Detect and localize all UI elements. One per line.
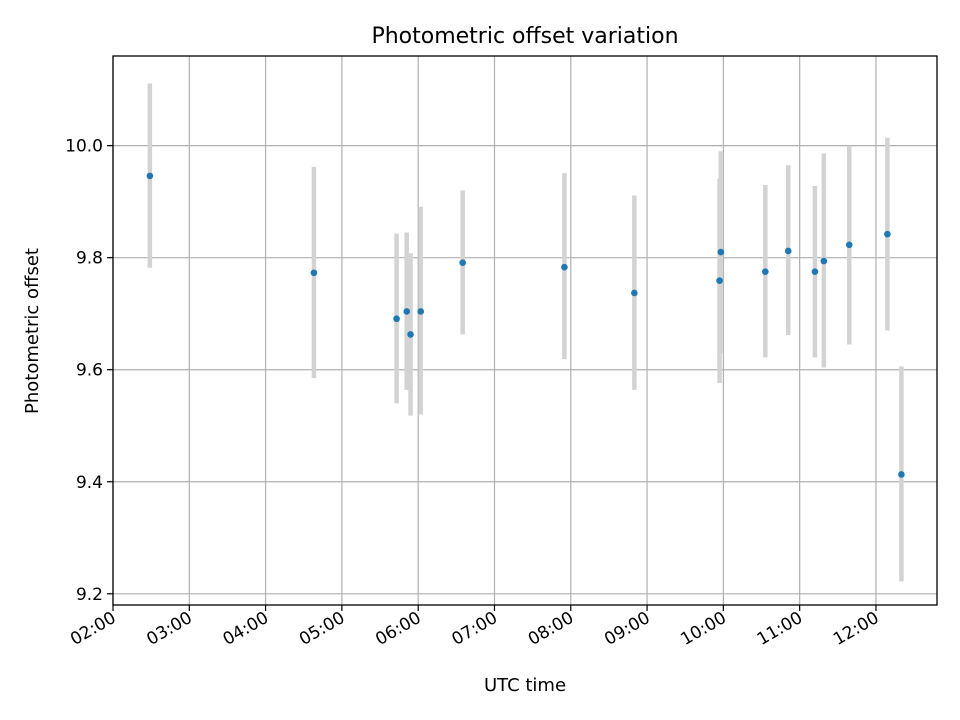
x-tick-label: 12:00	[830, 608, 882, 650]
x-tick-label: 03:00	[143, 608, 195, 650]
data-point	[417, 308, 425, 315]
data-point	[811, 268, 819, 275]
data-point	[561, 263, 568, 271]
chart-title: Photometric offset variation	[371, 24, 678, 49]
x-tick-label: 04:00	[220, 608, 272, 650]
data-point	[762, 268, 769, 275]
data-point	[784, 247, 792, 255]
y-tick-label: 9.8	[76, 249, 103, 269]
data-point	[403, 308, 411, 315]
data-point	[631, 289, 638, 297]
x-tick-label: 06:00	[372, 608, 424, 650]
data-point	[884, 230, 891, 238]
data-points	[146, 172, 905, 478]
x-tick-label: 07:00	[449, 608, 501, 650]
y-tick-label: 9.2	[76, 585, 103, 605]
data-point	[717, 248, 725, 256]
data-point	[310, 269, 318, 277]
grid	[112, 56, 937, 605]
x-tick-label: 09:00	[601, 608, 653, 650]
data-point	[898, 471, 905, 478]
data-point	[845, 241, 853, 249]
x-tick-label: 05:00	[296, 608, 348, 650]
data-point	[820, 257, 828, 265]
data-point	[716, 277, 723, 284]
y-tick-label: 10.0	[65, 137, 103, 157]
y-tick-label: 9.4	[76, 473, 103, 493]
data-point	[393, 315, 400, 323]
data-point	[146, 172, 154, 180]
y-axis-ticks: 9.2 9.4 9.6 9.8 10.0	[65, 137, 113, 605]
y-tick-label: 9.6	[76, 361, 103, 381]
y-axis-label: Photometric offset	[22, 248, 43, 414]
x-tick-label: 02:00	[67, 608, 119, 650]
x-tick-label: 10:00	[677, 608, 729, 650]
data-point	[407, 331, 414, 338]
x-axis-ticks: 02:00 03:00 04:00 05:00 06:00 07:00 08:00 09:00…	[67, 605, 882, 650]
plot-frame	[112, 55, 938, 606]
x-tick-label: 11:00	[754, 608, 806, 650]
x-tick-label: 08:00	[525, 608, 577, 650]
data-point	[459, 259, 466, 267]
x-axis-label: UTC time	[484, 675, 566, 696]
